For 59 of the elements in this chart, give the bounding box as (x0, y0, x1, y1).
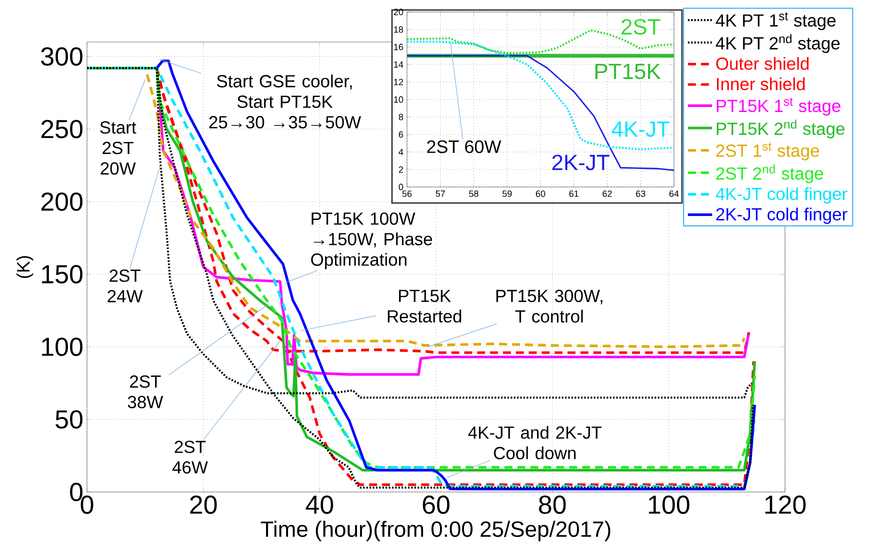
y-tick-label: 200 (41, 192, 82, 211)
legend-label: Outer shield (716, 57, 809, 70)
y-tick-label: 300 (41, 47, 82, 66)
y-tick-label: 16 (394, 44, 404, 50)
x-tick-label: 40 (306, 496, 334, 514)
annotation: 2ST 46W (172, 440, 208, 474)
x-tick-label: 61 (569, 190, 578, 197)
legend-label: 2ST 2$^{nd}$ stage (716, 164, 824, 184)
x-tick-label: 64 (669, 190, 679, 197)
y-tick-label: 18 (394, 26, 404, 33)
legend-label: Inner shield (716, 77, 805, 90)
x-tick-label: 120 (765, 496, 806, 514)
annotation: Start 2ST 20W (100, 121, 136, 175)
legend-label: 4K PT 1$^{st}$ stage (716, 12, 836, 30)
annotation: 2ST 60W (427, 140, 502, 154)
annotation: 2ST 38W (128, 375, 164, 408)
series-label: 4K-JT (612, 122, 670, 137)
y-tick-label: 4 (398, 148, 404, 156)
annotation: 4K-JT and 2K-JT Cool down (468, 426, 602, 460)
annotation: Start GSE cooler, Start PT15K 25→30 →35→50W (209, 74, 362, 128)
y-tick-label: 150 (42, 265, 82, 284)
x-tick-label: 80 (539, 496, 566, 514)
x-tick-label: 60 (536, 190, 546, 197)
y-tick-label: 8 (398, 114, 404, 120)
annotation: PT15K 300W, T control (496, 290, 602, 323)
y-tick-label: 0 (398, 184, 404, 190)
y-tick-label: 6 (398, 131, 404, 138)
x-tick-label: 58 (469, 190, 478, 197)
series-label: 2K-JT (552, 154, 610, 170)
x-tick-label: 20 (190, 496, 217, 514)
y-tick-label: 2 (398, 166, 404, 173)
annotation: PT15K 100W →150W, Phase Optimization (311, 212, 432, 270)
y-tick-label: 0 (70, 482, 82, 502)
x-tick-label: 62 (602, 190, 612, 197)
x-tick-label: 100 (648, 496, 690, 514)
x-axis-title: Time (hour)(from 0:00 25/Sep/2017) (260, 520, 610, 542)
series-label: 2ST (622, 19, 660, 35)
y-tick-label: 20 (394, 8, 404, 16)
y-tick-label: 250 (41, 120, 82, 138)
legend-label: PT15K 1$^{st}$ stage (716, 98, 840, 116)
y-tick-label: 14 (394, 61, 404, 68)
x-tick-label: 63 (636, 190, 646, 197)
legend-label: 4K-JT cold finger (716, 187, 848, 204)
annotation: PT15K Restarted (388, 290, 462, 323)
x-tick-label: 57 (436, 190, 445, 197)
series-label: PT15K (595, 64, 661, 80)
legend-label: 2ST 1$^{st}$ stage (716, 142, 819, 160)
y-axis-title: (K) (16, 256, 34, 278)
y-tick-label: 12 (394, 78, 404, 86)
y-tick-label: 100 (42, 338, 82, 356)
legend-label: 4K PT 2$^{nd}$ stage (716, 34, 840, 53)
y-tick-label: 10 (394, 96, 404, 103)
annotation: 2ST 24W (108, 270, 143, 302)
legend-label: PT15K 2$^{nd}$ stage (716, 120, 844, 138)
legend-label: 2K-JT cold finger (716, 208, 848, 224)
x-tick-label: 59 (502, 190, 512, 197)
y-tick-label: 50 (56, 410, 82, 429)
x-tick-label: 60 (422, 496, 450, 514)
x-tick-label: 56 (402, 190, 412, 197)
